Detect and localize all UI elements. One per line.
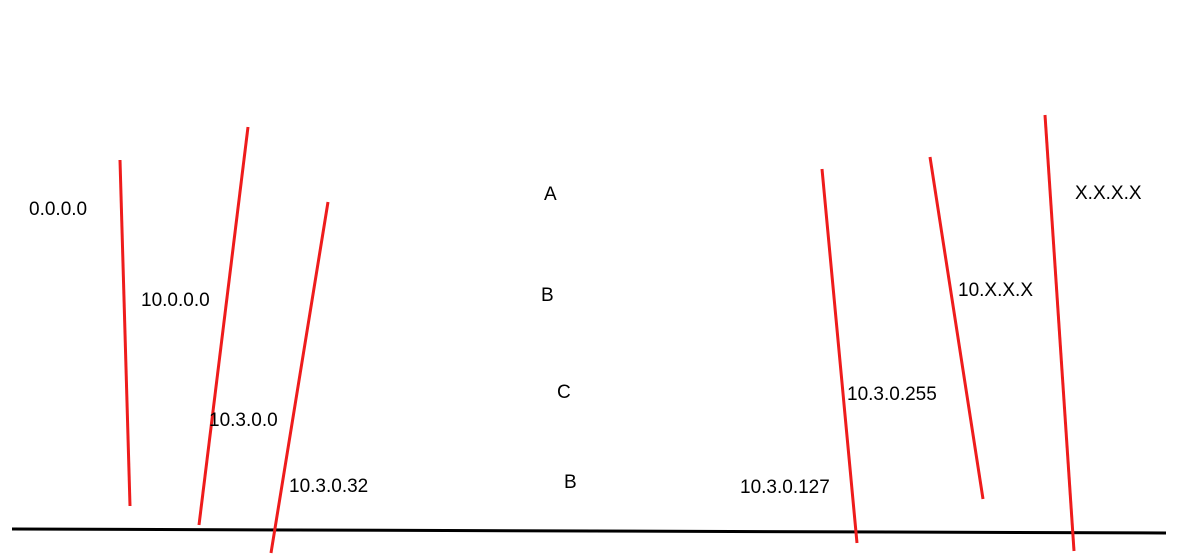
label-end-10-3-127: 10.3.0.127 [740, 477, 830, 498]
boundary-line-10-3-0-255 [928, 156, 985, 500]
region-label-b-bottom: B [564, 472, 577, 493]
region-label-c: C [557, 382, 571, 403]
boundary-line-10-0-0-0 [197, 126, 250, 526]
region-label-a: A [544, 184, 557, 205]
label-start-all: 0.0.0.0 [29, 199, 88, 220]
region-label-b-top: B [541, 285, 554, 306]
label-start-10-3-32: 10.3.0.32 [289, 476, 369, 497]
label-end-10-3-255: 10.3.0.255 [847, 384, 937, 405]
label-start-10-3: 10.3.0.0 [209, 410, 278, 431]
boundary-line-10-3-0-0 [269, 201, 330, 554]
boundary-line-10-3-0-127 [820, 168, 859, 544]
label-end-10: 10.X.X.X [958, 280, 1033, 301]
label-start-10: 10.0.0.0 [141, 290, 210, 311]
baseline [11, 527, 1167, 535]
boundary-line-x-x-x-x [1043, 114, 1076, 552]
boundary-line-0-0-0-0 [118, 159, 132, 507]
label-end-all: X.X.X.X [1075, 183, 1142, 204]
